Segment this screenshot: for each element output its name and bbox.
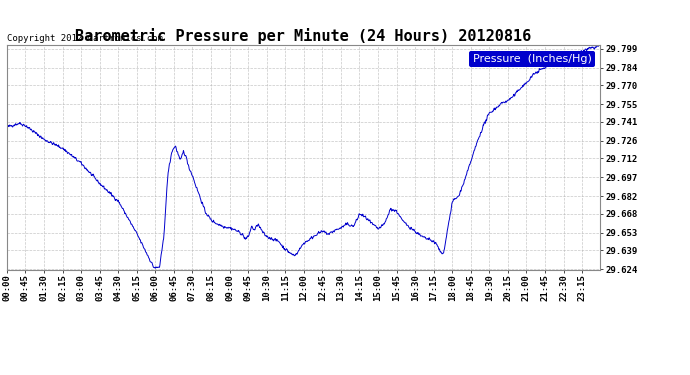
Title: Barometric Pressure per Minute (24 Hours) 20120816: Barometric Pressure per Minute (24 Hours… [75, 28, 532, 44]
Text: Copyright 2012 Cartronics.com: Copyright 2012 Cartronics.com [7, 34, 163, 43]
Legend: Pressure  (Inches/Hg): Pressure (Inches/Hg) [469, 51, 595, 67]
